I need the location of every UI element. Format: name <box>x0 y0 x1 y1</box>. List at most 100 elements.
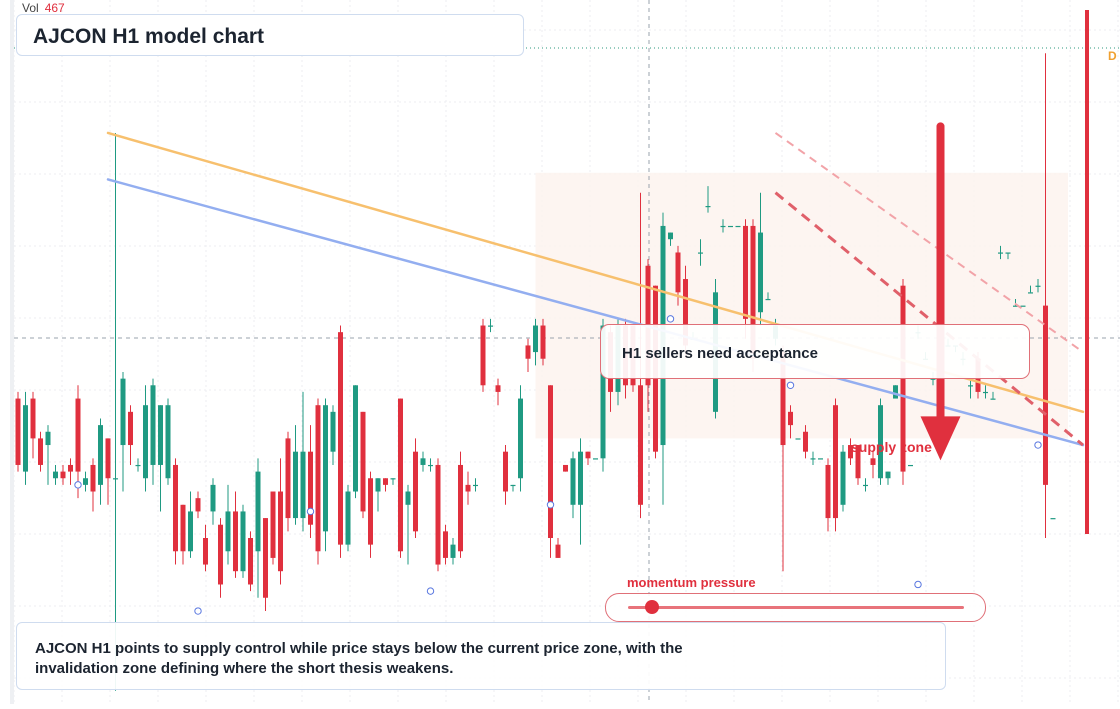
candle-down <box>480 325 486 386</box>
candle-up <box>1050 518 1056 520</box>
candle-down <box>75 398 81 472</box>
candle-up <box>1020 305 1026 307</box>
candle-down <box>870 458 876 465</box>
candle-down <box>1043 305 1048 485</box>
supply-zone-band <box>535 172 1068 439</box>
candle-up <box>818 458 823 460</box>
candle-down <box>38 438 43 465</box>
candle-down <box>683 279 688 346</box>
volume-readout: Vol 467 <box>22 1 65 15</box>
candle-down <box>563 464 568 472</box>
candle-down <box>585 451 591 459</box>
candle-up <box>113 478 118 480</box>
supply-zone-label: supply zone <box>851 439 932 455</box>
candle-down <box>360 411 366 512</box>
candle-down <box>848 445 853 459</box>
candle-down <box>413 451 418 532</box>
candle-down <box>458 464 463 552</box>
down-arrow-head <box>920 416 961 461</box>
candle-up <box>450 544 456 558</box>
candle-up <box>428 464 433 467</box>
candle-up <box>323 405 328 532</box>
candle-down <box>248 538 253 585</box>
momentum-label: momentum pressure <box>627 575 756 590</box>
candle-down <box>285 438 291 519</box>
candle-down <box>788 411 793 426</box>
candle-down <box>180 504 186 552</box>
candle-down <box>465 484 471 492</box>
volume-label: Vol <box>22 1 39 15</box>
candle-up <box>1013 305 1018 307</box>
momentum-gauge <box>605 593 986 622</box>
moving-average-slow <box>106 178 1085 447</box>
candle-up <box>878 405 883 479</box>
candle-up <box>83 478 88 485</box>
candle-up <box>188 511 193 552</box>
candle-up <box>533 325 538 353</box>
callout-box: H1 sellers need acceptance <box>600 324 1030 379</box>
candle-up <box>863 484 868 487</box>
candle-up <box>840 451 846 505</box>
candle-up <box>728 225 733 228</box>
pivot-marker <box>666 315 675 323</box>
momentum-track <box>628 606 964 609</box>
candle-down <box>315 405 321 552</box>
candle-up <box>1028 292 1033 294</box>
candle-up <box>908 464 913 467</box>
candle-down <box>548 385 553 538</box>
candle-down <box>435 464 441 565</box>
candle-down <box>825 464 831 519</box>
candle-down <box>173 464 178 552</box>
candle-up <box>795 438 801 440</box>
candle-up <box>420 458 426 465</box>
candle-up <box>300 451 306 519</box>
candle-down <box>803 431 808 452</box>
candle-up <box>45 431 51 446</box>
summary-card: AJCON H1 points to supply control while … <box>16 622 946 690</box>
candle-up <box>98 425 103 485</box>
candle-up <box>225 511 231 552</box>
candle-down <box>503 451 508 492</box>
candle-down <box>750 225 756 359</box>
candle-up <box>968 385 973 387</box>
pivot-marker <box>914 580 922 589</box>
pivot-marker <box>426 587 435 595</box>
candle-up <box>120 378 126 446</box>
summary-text: AJCON H1 points to supply control while … <box>35 640 683 677</box>
right-edge-marker: D <box>1108 49 1117 63</box>
candle-up <box>53 471 58 479</box>
candle-up <box>698 252 703 254</box>
candle-up <box>293 451 298 519</box>
candle-down <box>270 491 276 558</box>
candle-down <box>855 445 861 479</box>
candle-up <box>165 405 171 479</box>
candle-down <box>555 544 561 558</box>
right-volume-bar <box>1085 10 1089 534</box>
candle-up <box>23 405 28 472</box>
candle-up <box>930 378 936 380</box>
candle-up <box>210 484 216 512</box>
candle-down <box>233 511 238 572</box>
candle-down <box>525 345 531 359</box>
candle-up <box>353 385 358 492</box>
candle-up <box>390 478 396 480</box>
candle-down <box>15 398 21 465</box>
momentum-handle[interactable] <box>644 600 659 614</box>
candle-up <box>990 398 996 400</box>
candle-up <box>1005 252 1011 254</box>
candle-down <box>128 411 133 446</box>
candle-down <box>60 471 66 479</box>
trendline-outer <box>774 132 1084 353</box>
candle-down <box>218 524 223 585</box>
trendline-inner <box>774 191 1084 447</box>
candle-down <box>398 398 403 552</box>
candle-down <box>105 438 111 479</box>
candle-down <box>195 498 201 512</box>
candle-down <box>833 405 838 519</box>
candle-up <box>375 478 381 492</box>
candle-down <box>68 464 73 472</box>
pivot-marker <box>74 481 82 489</box>
candle-up <box>758 232 763 313</box>
